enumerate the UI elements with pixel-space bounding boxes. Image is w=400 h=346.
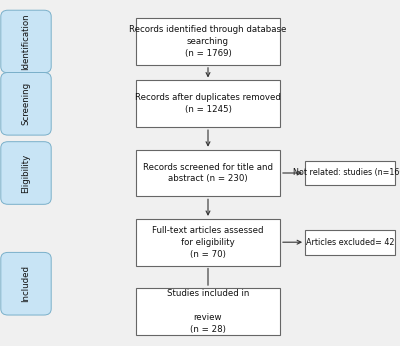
FancyBboxPatch shape — [1, 10, 51, 73]
Text: Studies included in

review
(n = 28): Studies included in review (n = 28) — [167, 289, 249, 334]
Text: Full-text articles assessed
for eligibility
(n = 70): Full-text articles assessed for eligibil… — [152, 226, 264, 258]
FancyBboxPatch shape — [136, 150, 280, 197]
Text: Records identified through database
searching
(n = 1769): Records identified through database sear… — [129, 25, 287, 58]
FancyBboxPatch shape — [136, 288, 280, 335]
Text: Not related: studies (n=160): Not related: studies (n=160) — [293, 169, 400, 177]
FancyBboxPatch shape — [305, 161, 395, 185]
FancyBboxPatch shape — [1, 73, 51, 135]
FancyBboxPatch shape — [305, 230, 395, 255]
FancyBboxPatch shape — [1, 253, 51, 315]
Text: Records after duplicates removed
(n = 1245): Records after duplicates removed (n = 12… — [135, 93, 281, 114]
Text: Eligibility: Eligibility — [22, 153, 30, 193]
Text: Identification: Identification — [22, 13, 30, 70]
Text: Included: Included — [22, 265, 30, 302]
FancyBboxPatch shape — [1, 142, 51, 204]
FancyBboxPatch shape — [136, 81, 280, 127]
FancyBboxPatch shape — [136, 219, 280, 266]
Text: Records screened for title and
abstract (n = 230): Records screened for title and abstract … — [143, 163, 273, 183]
Text: Screening: Screening — [22, 82, 30, 125]
FancyBboxPatch shape — [136, 18, 280, 65]
Text: Articles excluded= 42: Articles excluded= 42 — [306, 238, 394, 247]
